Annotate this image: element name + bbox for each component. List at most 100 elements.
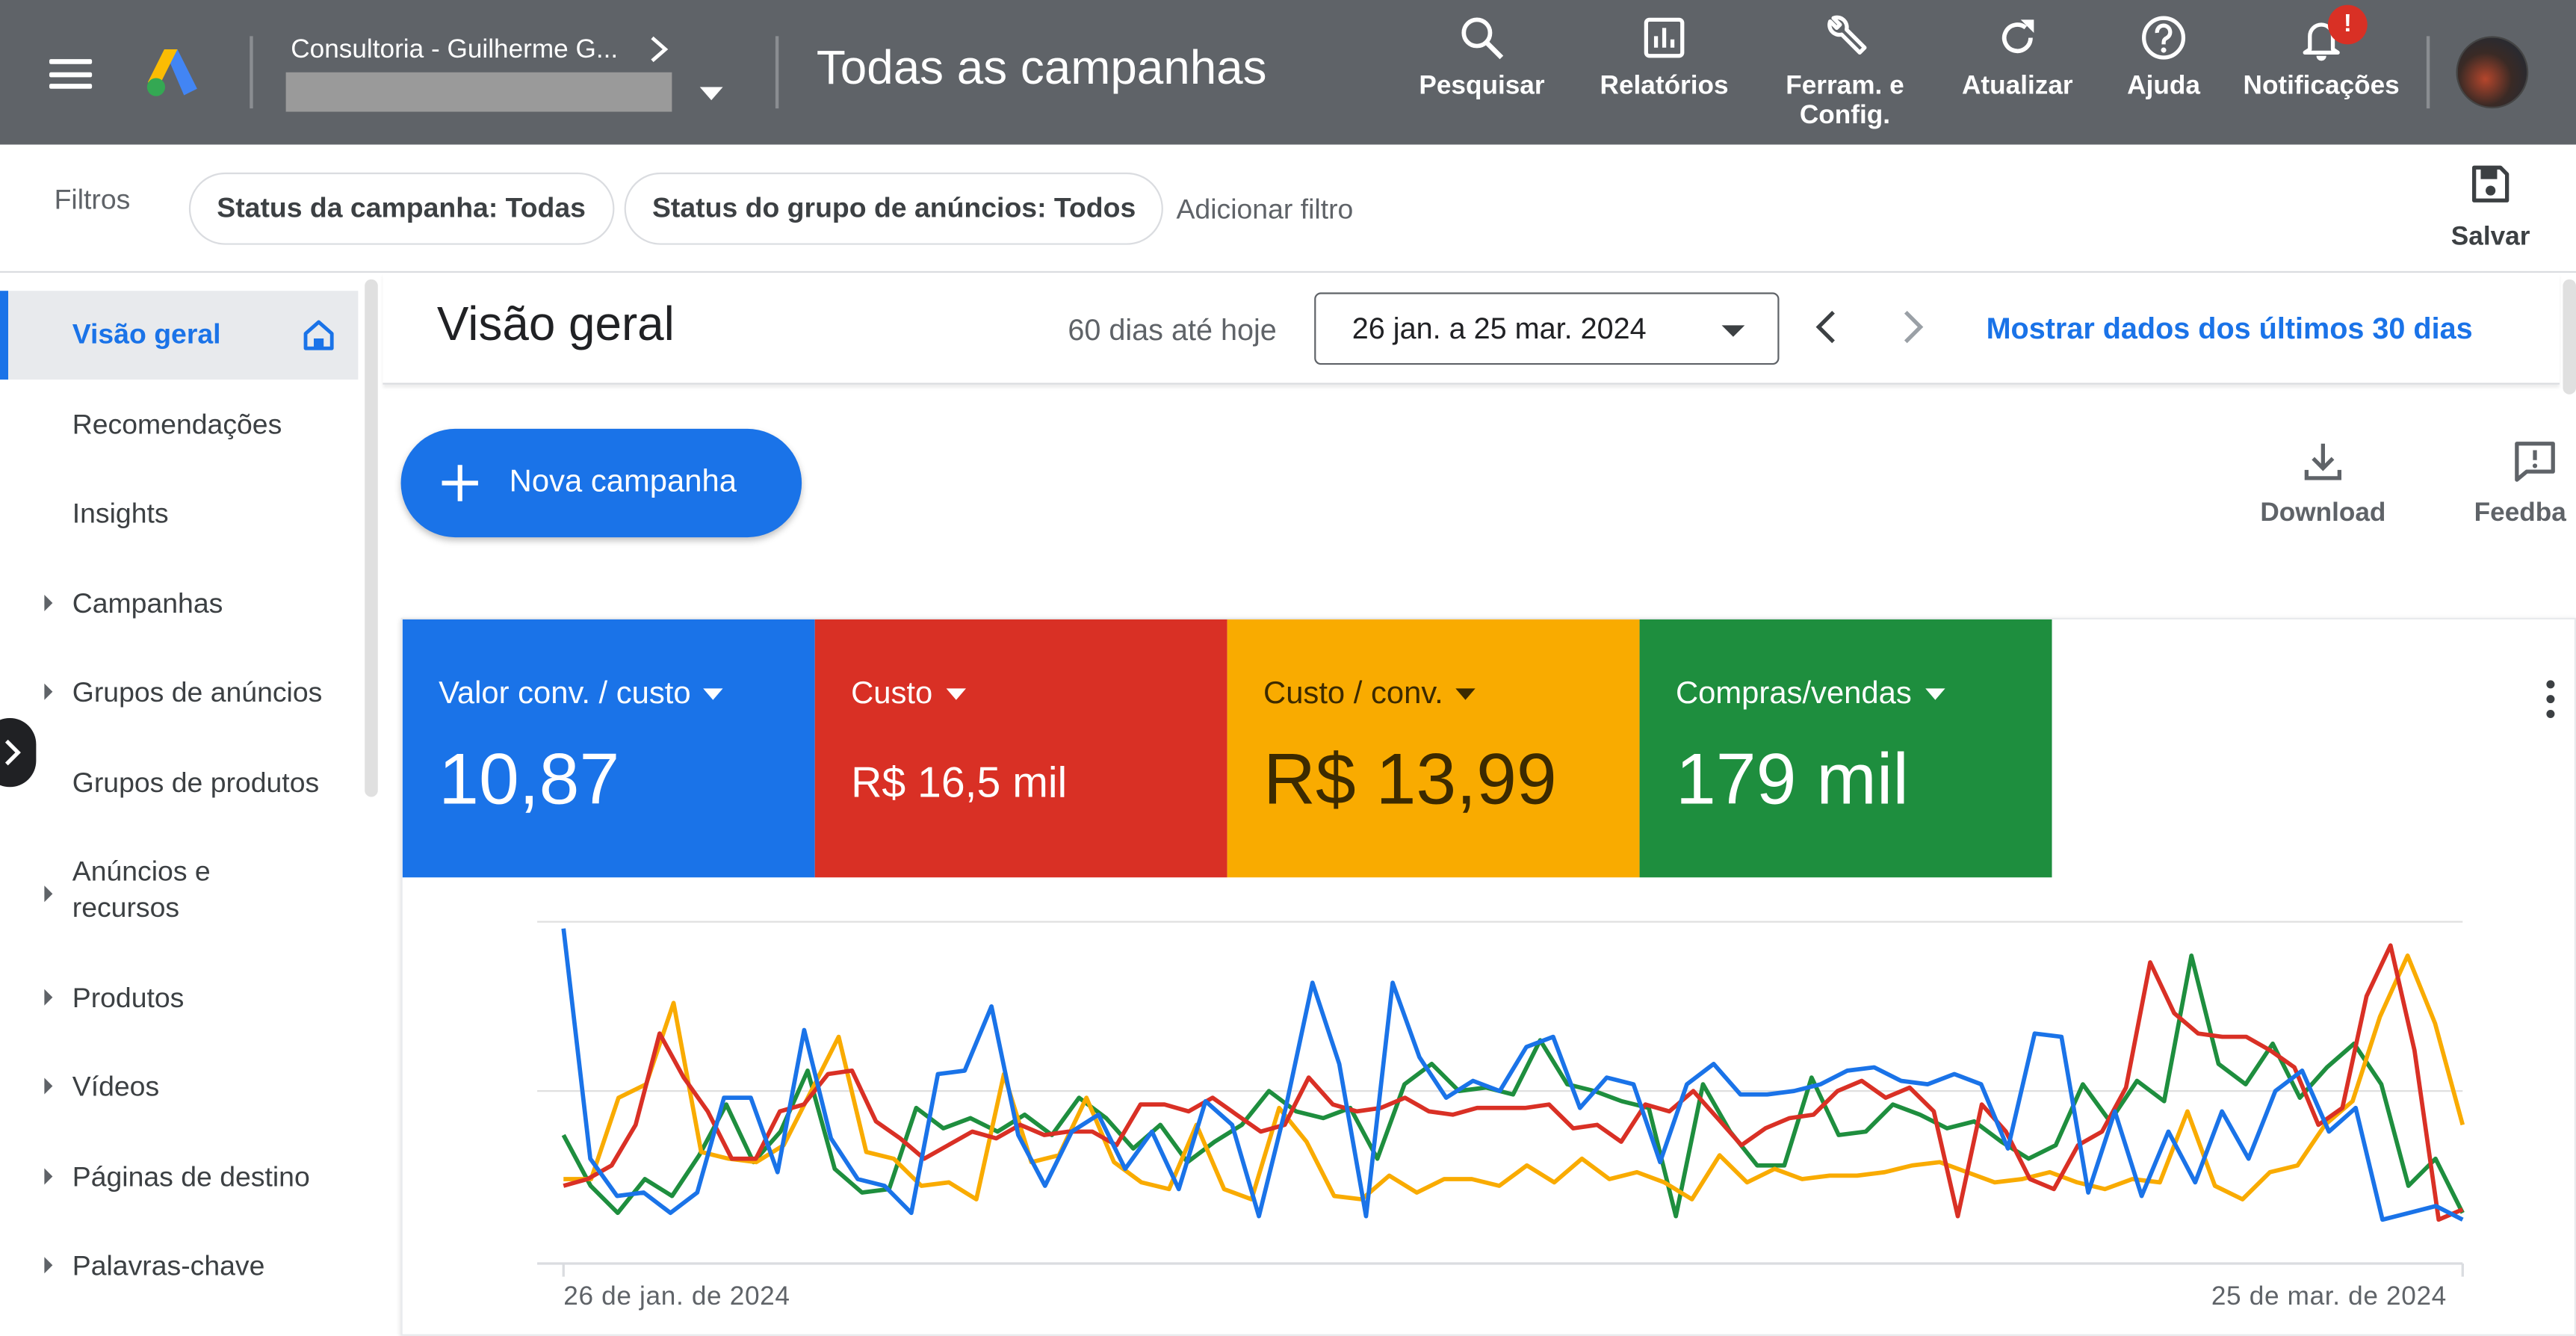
filter-bar: Filtros Status da campanha: Todas Status… [0, 144, 2576, 273]
main-scrollbar[interactable] [2563, 279, 2576, 395]
help-icon [2142, 16, 2186, 60]
save-button[interactable]: Salvar [2442, 161, 2540, 253]
sidebar-item-ads-assets[interactable]: Anúncios e recursos [0, 836, 358, 951]
metric-card-conv-value-cost[interactable]: Valor conv. / custo 10,87 [402, 619, 815, 878]
dropdown-icon [704, 689, 724, 701]
sidebar-item-insights[interactable]: Insights [0, 470, 358, 559]
sidebar-item-videos[interactable]: Vídeos [0, 1043, 358, 1132]
date-range-value: 26 jan. a 25 mar. 2024 [1352, 312, 1647, 345]
chevron-right-icon [4, 739, 21, 766]
chevron-right-icon[interactable] [647, 33, 670, 66]
account-dropdown-icon[interactable] [699, 87, 723, 101]
series-line-0[interactable] [561, 928, 2464, 1222]
more-options-icon[interactable] [2546, 680, 2556, 723]
sidebar-item-product-groups[interactable]: Grupos de produtos [0, 740, 358, 829]
metric-label[interactable]: Custo / conv. [1263, 677, 1476, 713]
performance-line-chart [537, 921, 2465, 1277]
show-last-30-days-link[interactable]: Mostrar dados dos últimos 30 dias [1986, 312, 2473, 345]
metric-label[interactable]: Compras/vendas [1676, 677, 1945, 713]
new-campaign-label: Nova campanha [509, 465, 737, 500]
sidebar-item-recommendations[interactable]: Recomendações [0, 381, 358, 470]
overview-header: Visão geral 60 dias até hoje 26 jan. a 2… [383, 273, 2560, 385]
sidebar-item-campaigns[interactable]: Campanhas [0, 560, 358, 649]
download-icon [2304, 443, 2341, 480]
next-period-button[interactable] [1891, 303, 1933, 352]
help-button[interactable]: Ajuda [2120, 13, 2208, 102]
filters-label: Filtros [54, 184, 131, 216]
dropdown-icon [945, 689, 966, 701]
date-range-label: 60 dias até hoje [1068, 314, 1277, 347]
sidebar-nav: Visão geral Recomendações Insights Campa… [0, 273, 382, 1336]
user-avatar[interactable] [2456, 36, 2529, 109]
download-button[interactable]: Download [2257, 437, 2388, 529]
sidebar-item-label: Campanhas [72, 588, 223, 620]
sidebar-item-label: Vídeos [72, 1071, 160, 1103]
caret-right-icon [44, 595, 53, 612]
dropdown-icon [1925, 689, 1945, 701]
sidebar-scrollbar[interactable] [365, 279, 378, 797]
metric-label-text: Valor conv. / custo [439, 676, 691, 712]
reports-button[interactable]: Relatórios [1594, 13, 1735, 102]
notification-badge: ! [2327, 4, 2368, 45]
redacted-account-id [285, 72, 672, 112]
refresh-button[interactable]: Atualizar [1955, 13, 2080, 102]
divider [250, 36, 253, 109]
add-filter-button[interactable]: Adicionar filtro [1176, 194, 1354, 226]
metric-card-purchases[interactable]: Compras/vendas 179 mil [1639, 619, 2052, 878]
reports-icon [1644, 17, 1685, 58]
x-axis-end-label: 25 de mar. de 2024 [2211, 1283, 2447, 1311]
menu-icon[interactable] [49, 59, 93, 89]
dropdown-icon [1721, 325, 1745, 337]
sidebar-collapse-button[interactable] [0, 717, 37, 788]
sidebar-item-keywords[interactable]: Palavras-chave [0, 1222, 358, 1311]
performance-card: Valor conv. / custo 10,87 Custo R$ 16,5 … [400, 617, 2576, 1336]
metric-value: R$ 13,99 [1263, 739, 1557, 820]
notifications-button[interactable]: Notificações [2238, 13, 2405, 102]
sidebar-item-overview[interactable]: Visão geral [0, 291, 359, 380]
dropdown-icon [1456, 689, 1476, 701]
sidebar-item-label: Insights [72, 498, 169, 530]
x-axis-start-label: 26 de jan. de 2024 [563, 1283, 790, 1311]
home-icon [303, 320, 334, 350]
date-range-picker[interactable]: 26 jan. a 25 mar. 2024 [1314, 292, 1780, 365]
feedback-label: Feedba [2474, 499, 2566, 528]
sidebar-item-ad-groups[interactable]: Grupos de anúncios [0, 649, 358, 738]
reports-label: Relatórios [1600, 72, 1729, 101]
help-label: Ajuda [2127, 72, 2200, 101]
metric-label-text: Custo / conv. [1263, 676, 1443, 712]
sidebar-item-landing-pages[interactable]: Páginas de destino [0, 1134, 358, 1222]
metric-label-text: Compras/vendas [1675, 676, 1912, 712]
metric-label[interactable]: Valor conv. / custo [439, 676, 724, 713]
metric-card-cost-per-conv[interactable]: Custo / conv. R$ 13,99 [1227, 619, 1640, 878]
metric-label[interactable]: Custo [851, 676, 966, 713]
sidebar-item-label: Recomendações [72, 409, 282, 441]
metric-value: 179 mil [1675, 739, 1909, 820]
new-campaign-button[interactable]: Nova campanha [400, 428, 802, 538]
metric-label-text: Custo [851, 676, 933, 712]
feedback-icon [2515, 442, 2555, 482]
save-icon [2472, 165, 2510, 202]
sidebar-item-products[interactable]: Produtos [0, 955, 358, 1044]
plus-icon [442, 465, 478, 501]
account-name[interactable]: Consultoria - Guilherme G... [291, 36, 619, 64]
tools-settings-button[interactable]: Ferram. e Config. [1774, 13, 1916, 132]
top-app-bar: Consultoria - Guilherme G... Todas as ca… [0, 0, 2576, 145]
series-line-1[interactable] [563, 943, 2464, 1222]
tools-settings-label: Ferram. e Config. [1786, 72, 1904, 130]
download-label: Download [2260, 499, 2386, 528]
search-button[interactable]: Pesquisar [1417, 13, 1548, 102]
previous-period-button[interactable] [1806, 303, 1848, 352]
feedback-button[interactable]: Feedba [2474, 437, 2576, 529]
filter-chip-campaign-status[interactable]: Status da campanha: Todas [188, 172, 614, 245]
overview-title: Visão geral [436, 299, 675, 352]
bell-icon [2303, 22, 2340, 61]
series-line-3[interactable] [561, 953, 2465, 1219]
caret-right-icon [44, 1257, 53, 1274]
filter-chip-adgroup-status[interactable]: Status do grupo de anúncios: Todos [624, 172, 1164, 245]
sidebar-item-label: Grupos de anúncios [72, 676, 323, 708]
metric-card-cost[interactable]: Custo R$ 16,5 mil [814, 619, 1227, 878]
google-ads-logo[interactable] [145, 46, 201, 99]
divider [775, 36, 779, 109]
refresh-icon [2001, 19, 2034, 54]
page-title: Todas as campanhas [816, 43, 1267, 96]
